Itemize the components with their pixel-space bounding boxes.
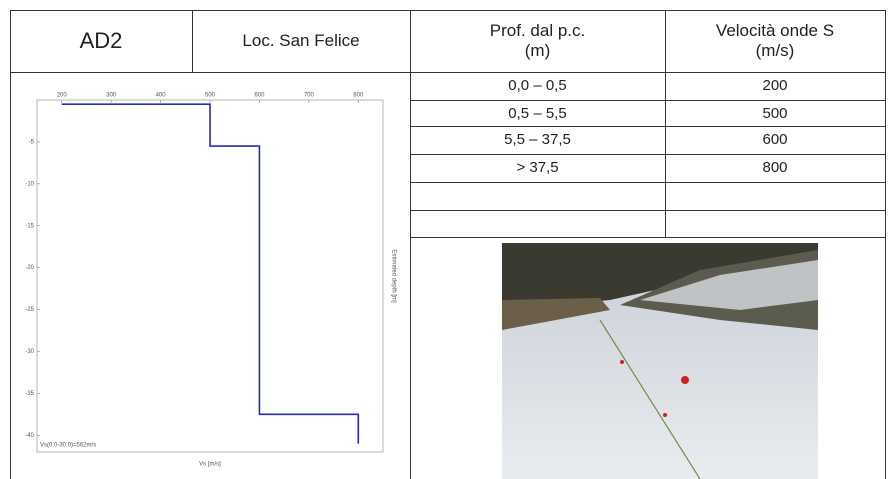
x-tick-label: 300 [106, 93, 117, 99]
vs-profile [62, 104, 359, 443]
y-tick-label: -15 [25, 223, 34, 229]
y-axis-label: Estimated depth [m] [390, 249, 396, 303]
y-tick-label: -5 [29, 139, 35, 145]
plot-frame [37, 100, 383, 452]
y-tick-label: -40 [25, 433, 34, 439]
x-axis-label: Vs [m/s] [199, 462, 221, 468]
y-tick-label: -20 [25, 265, 34, 271]
page: AD2 Loc. San Felice Prof. dal p.c. (m) V… [0, 0, 896, 479]
x-tick-label: 200 [57, 93, 68, 99]
x-tick-label: 500 [205, 93, 216, 99]
x-tick-label: 400 [156, 93, 167, 99]
marker [681, 376, 689, 384]
annotation: Vs(0.0-30.0)=562m/s [40, 443, 96, 449]
marker [663, 413, 667, 417]
x-tick-label: 600 [254, 93, 265, 99]
y-tick-label: -30 [25, 349, 34, 355]
x-tick-label: 800 [353, 93, 364, 99]
y-tick-label: -25 [25, 307, 34, 313]
photo [502, 243, 818, 479]
figures: Vs [m/s] Vs(0.0-30.0)=562m/s Estimated d… [0, 0, 896, 479]
marker [620, 360, 624, 364]
y-tick-label: -35 [25, 391, 34, 397]
y-tick-label: -10 [25, 181, 34, 187]
x-tick-label: 700 [304, 93, 315, 99]
